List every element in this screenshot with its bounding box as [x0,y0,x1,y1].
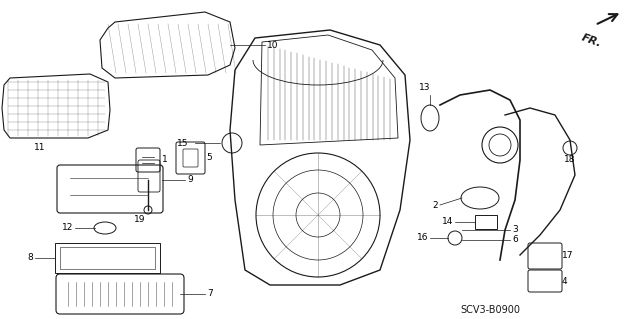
Text: 14: 14 [442,218,453,226]
Text: 1: 1 [162,155,168,165]
Text: SCV3-B0900: SCV3-B0900 [460,305,520,315]
Circle shape [144,206,152,214]
Text: 15: 15 [177,138,188,147]
Text: FR.: FR. [580,32,603,48]
Text: 9: 9 [187,175,193,184]
Text: 18: 18 [564,155,576,165]
Text: 8: 8 [28,254,33,263]
Bar [475,215,497,229]
Text: 10: 10 [267,41,278,49]
Text: 11: 11 [35,144,45,152]
Text: 12: 12 [61,224,73,233]
Text: 4: 4 [562,277,568,286]
Text: 6: 6 [512,235,518,244]
Bar [55,243,160,273]
Text: 19: 19 [134,216,146,225]
Text: 16: 16 [417,234,428,242]
Text: 2: 2 [433,201,438,210]
Text: 7: 7 [207,290,212,299]
Text: 5: 5 [206,153,212,162]
Text: 13: 13 [419,84,431,93]
Text: 17: 17 [562,251,573,261]
Bar [60,247,155,269]
Text: 3: 3 [512,226,518,234]
